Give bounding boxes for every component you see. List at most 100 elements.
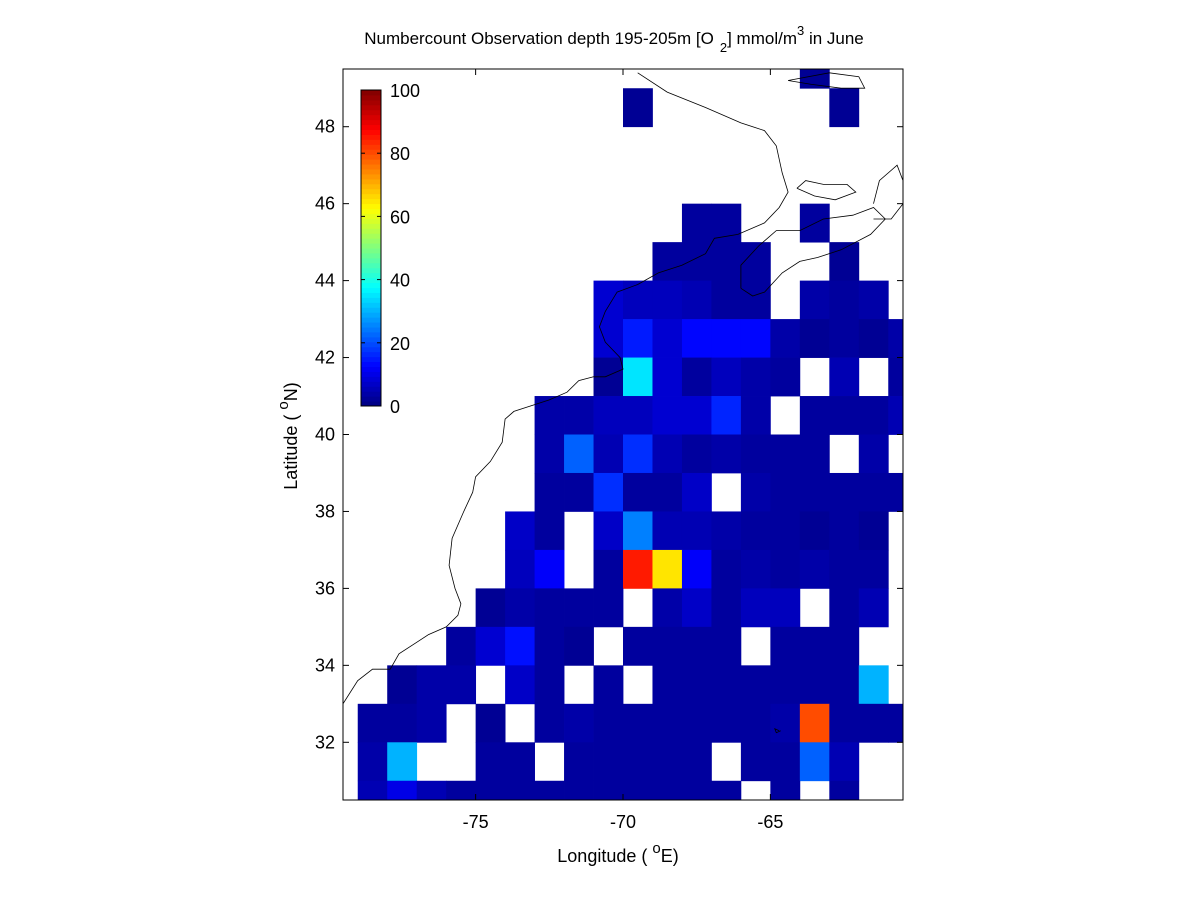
heatmap-cell xyxy=(623,280,653,320)
heatmap-cell xyxy=(858,396,889,435)
heatmap-cell xyxy=(623,742,653,782)
heatmap-cell xyxy=(623,549,653,589)
heatmap-cell xyxy=(593,588,624,628)
heatmap-cell xyxy=(711,588,742,628)
heatmap-cell xyxy=(711,780,742,800)
x-axis-label: Longitude ( oE) xyxy=(557,840,678,866)
y-tick-label: 34 xyxy=(315,655,335,675)
colorbar-step xyxy=(361,401,381,407)
colorbar-tick-label: 0 xyxy=(390,397,400,417)
colorbar-step xyxy=(361,356,381,363)
heatmap-cell xyxy=(770,319,801,358)
heatmap-cell xyxy=(740,665,771,705)
heatmap-cell xyxy=(357,780,388,800)
colorbar-step xyxy=(361,386,381,392)
coastline-path xyxy=(343,72,789,705)
heatmap-cell xyxy=(475,703,506,743)
heatmap-cell xyxy=(564,780,594,800)
heatmap-cell xyxy=(357,703,388,743)
colorbar-step xyxy=(361,178,381,185)
heatmap-cell xyxy=(387,780,418,800)
heatmap-cell xyxy=(829,319,860,358)
heatmap-cell xyxy=(681,511,712,551)
colorbar-step xyxy=(361,327,381,333)
heatmap-cell xyxy=(652,434,683,474)
heatmap-cell xyxy=(416,665,447,705)
heatmap-cell xyxy=(681,434,712,474)
heatmap-cell xyxy=(858,472,889,512)
colorbar-step xyxy=(361,159,381,165)
heatmap-cell xyxy=(888,472,903,512)
colorbar-step xyxy=(361,94,381,101)
heatmap-cell xyxy=(770,626,801,666)
heatmap-cell xyxy=(564,742,594,782)
colorbar-step xyxy=(361,292,381,298)
heatmap-cell xyxy=(505,549,535,589)
heatmap-cell xyxy=(681,280,712,320)
heatmap-cell xyxy=(829,472,860,512)
heatmap-cell xyxy=(799,280,830,320)
heatmap-cell xyxy=(623,511,653,551)
colorbar-step xyxy=(361,134,381,140)
heatmap-cell xyxy=(387,703,418,743)
heatmap-cell xyxy=(652,665,683,705)
colorbar-step xyxy=(361,252,381,259)
heatmap-cell xyxy=(740,742,771,782)
y-tick-label: 40 xyxy=(315,425,335,445)
heatmap-cell xyxy=(593,434,624,474)
colorbar-step xyxy=(361,336,381,343)
heatmap-cell xyxy=(564,588,594,628)
heatmap-cell xyxy=(593,703,624,743)
colorbar-step xyxy=(361,164,381,170)
heatmap-cell xyxy=(593,665,624,705)
heatmap-cell xyxy=(799,665,830,705)
heatmap-cell xyxy=(623,357,653,397)
heatmap-cell xyxy=(564,626,594,666)
colorbar-tick-label: 80 xyxy=(390,144,410,164)
heatmap-cell xyxy=(858,703,889,743)
coastline-path xyxy=(796,180,857,201)
heatmap-cell xyxy=(829,780,860,800)
heatmap-cell xyxy=(858,665,889,705)
heatmap-cell xyxy=(564,396,594,435)
heatmap-cell xyxy=(829,88,860,128)
colorbar-step xyxy=(361,183,381,190)
colorbar-step xyxy=(361,257,381,264)
colorbar-step xyxy=(361,391,381,397)
heatmap-cell xyxy=(888,396,903,435)
heatmap-cell xyxy=(593,511,624,551)
heatmap-cell xyxy=(505,626,535,666)
heatmap-cell xyxy=(681,742,712,782)
heatmap-cell xyxy=(505,511,535,551)
x-axis-ticks: -75 -70 -65 xyxy=(463,69,783,832)
heatmap-cell xyxy=(888,703,903,743)
heatmap-cell xyxy=(711,549,742,589)
heatmap-cell xyxy=(446,626,477,666)
heatmap-cell xyxy=(918,588,948,627)
heatmap-cell xyxy=(387,665,418,705)
heatmap-cell xyxy=(711,665,742,705)
colorbar-step xyxy=(361,297,381,303)
heatmap-cell xyxy=(652,396,683,435)
colorbar-step xyxy=(361,312,381,318)
heatmap-cell xyxy=(799,742,830,782)
heatmap-cell xyxy=(623,703,653,743)
y-tick-label: 46 xyxy=(315,194,335,214)
heatmap-cell xyxy=(534,780,565,800)
heatmap-cell xyxy=(740,549,771,589)
colorbar-step xyxy=(361,341,381,348)
x-tick-label: -65 xyxy=(757,812,783,832)
colorbar-step xyxy=(361,282,381,288)
heatmap-cell xyxy=(829,703,860,743)
heatmap-cell xyxy=(593,319,624,358)
heatmap-cell xyxy=(652,472,683,512)
colorbar-frame xyxy=(360,89,382,407)
heatmap-cell xyxy=(711,396,742,435)
heatmap-cell xyxy=(711,703,742,743)
heatmap-cell xyxy=(770,511,801,551)
heatmap-cell xyxy=(711,434,742,474)
heatmap-cell xyxy=(681,396,712,435)
heatmap-cell xyxy=(799,396,830,435)
y-axis-label: Latitude ( oN) xyxy=(275,382,301,489)
